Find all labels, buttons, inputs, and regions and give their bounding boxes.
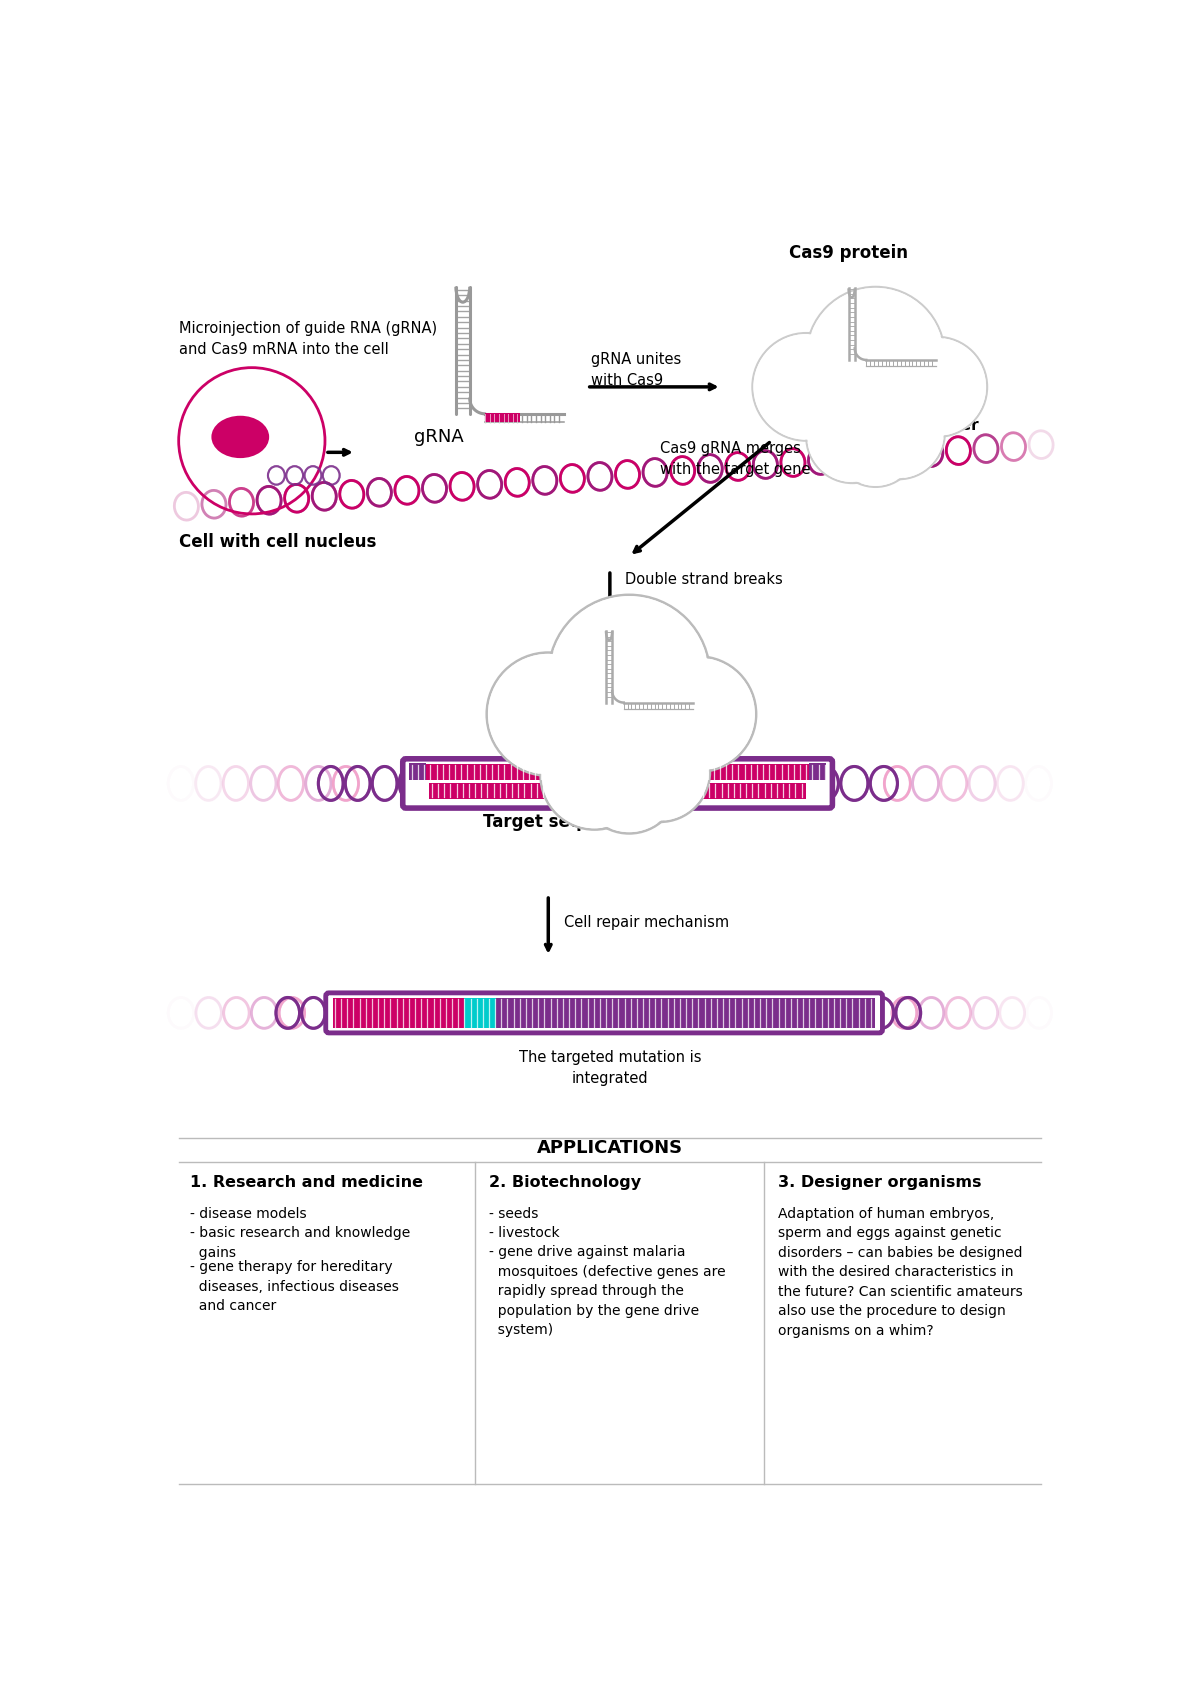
- FancyBboxPatch shape: [326, 994, 883, 1032]
- Circle shape: [888, 338, 987, 436]
- Text: gRNA: gRNA: [414, 428, 463, 446]
- Ellipse shape: [212, 416, 269, 458]
- Text: Target sequence: Target sequence: [483, 813, 638, 830]
- Circle shape: [807, 391, 898, 483]
- Circle shape: [540, 722, 649, 830]
- Circle shape: [807, 288, 944, 424]
- Circle shape: [752, 333, 860, 441]
- Text: Cas9 gRNA merges
with the target gene: Cas9 gRNA merges with the target gene: [660, 441, 810, 477]
- Text: 2. Biotechnology: 2. Biotechnology: [489, 1175, 641, 1189]
- Circle shape: [541, 722, 647, 829]
- Text: - gene drive against malaria
  mosquitoes (defective genes are
  rapidly spread : - gene drive against malaria mosquitoes …: [489, 1246, 726, 1337]
- FancyBboxPatch shape: [464, 999, 496, 1027]
- Text: 3. Designer organisms: 3. Designer organisms: [778, 1175, 982, 1189]
- Text: - seeds: - seeds: [489, 1207, 538, 1221]
- Text: - livestock: - livestock: [489, 1226, 559, 1239]
- Text: Adaptation of human embryos,
sperm and eggs against genetic
disorders – can babi: Adaptation of human embryos, sperm and e…: [778, 1207, 1022, 1337]
- Text: - basic research and knowledge
  gains: - basic research and knowledge gains: [190, 1226, 411, 1260]
- Circle shape: [612, 722, 708, 820]
- FancyBboxPatch shape: [809, 763, 826, 780]
- FancyBboxPatch shape: [409, 763, 426, 780]
- Text: Cell repair mechanism: Cell repair mechanism: [564, 914, 728, 930]
- Circle shape: [550, 596, 708, 754]
- FancyBboxPatch shape: [486, 413, 520, 421]
- Text: gRNA unites
with Cas9: gRNA unites with Cas9: [590, 352, 681, 389]
- FancyBboxPatch shape: [333, 999, 464, 1027]
- Text: Catalytic center: Catalytic center: [841, 418, 978, 433]
- Circle shape: [581, 734, 678, 832]
- Text: APPLICATIONS: APPLICATIONS: [537, 1140, 683, 1157]
- Circle shape: [852, 387, 945, 480]
- Text: The targeted mutation is
integrated: The targeted mutation is integrated: [519, 1049, 701, 1086]
- Text: - gene therapy for hereditary
  diseases, infectious diseases
  and cancer: - gene therapy for hereditary diseases, …: [190, 1260, 399, 1314]
- FancyBboxPatch shape: [411, 765, 606, 780]
- Circle shape: [580, 733, 679, 834]
- Circle shape: [488, 653, 608, 775]
- Circle shape: [807, 286, 945, 426]
- Circle shape: [833, 402, 917, 487]
- Circle shape: [753, 333, 859, 440]
- Text: 1. Research and medicine: 1. Research and medicine: [190, 1175, 424, 1189]
- Circle shape: [834, 404, 916, 485]
- FancyBboxPatch shape: [496, 999, 875, 1027]
- Circle shape: [643, 658, 754, 771]
- Text: - disease models: - disease models: [190, 1207, 307, 1221]
- Text: Double strand breaks: Double strand breaks: [625, 573, 783, 588]
- Text: Cas9 protein: Cas9 protein: [789, 244, 908, 263]
- Circle shape: [887, 337, 988, 436]
- Text: Cell with cell nucleus: Cell with cell nucleus: [178, 534, 376, 551]
- Circle shape: [640, 657, 756, 771]
- Text: Microinjection of guide RNA (gRNA)
and Cas9 mRNA into the cell: Microinjection of guide RNA (gRNA) and C…: [178, 322, 437, 357]
- Circle shape: [807, 392, 897, 482]
- FancyBboxPatch shape: [428, 783, 544, 798]
- FancyBboxPatch shape: [637, 765, 825, 780]
- FancyBboxPatch shape: [621, 783, 807, 798]
- Circle shape: [487, 652, 610, 776]
- Circle shape: [853, 387, 944, 478]
- Circle shape: [549, 594, 710, 756]
- Circle shape: [610, 722, 710, 822]
- FancyBboxPatch shape: [402, 759, 833, 808]
